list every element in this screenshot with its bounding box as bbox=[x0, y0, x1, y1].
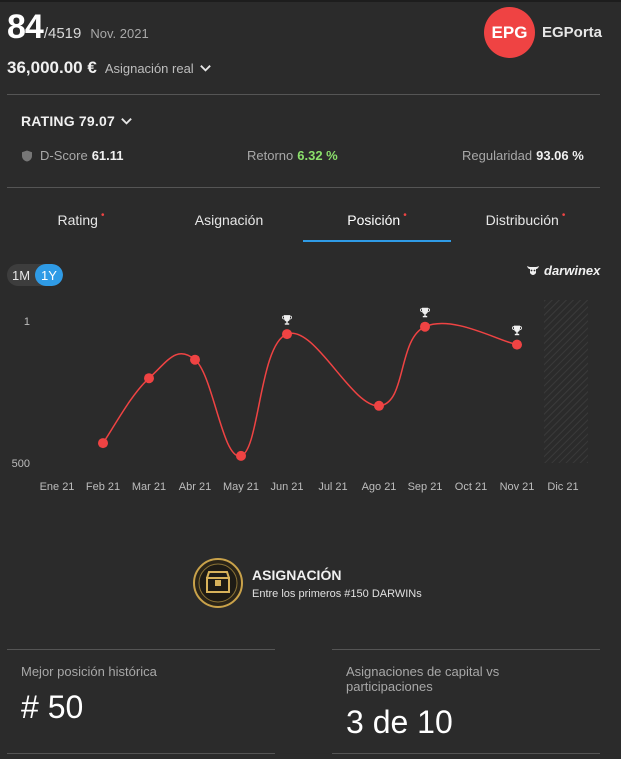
divider bbox=[332, 753, 600, 754]
achievement-title: ASIGNACIÓN bbox=[252, 566, 342, 583]
retorno-label: Retorno bbox=[247, 148, 294, 163]
data-point bbox=[98, 438, 108, 449]
y-tick-label: 1 bbox=[24, 316, 30, 328]
allocations-label: Asignaciones de capital vs participacion… bbox=[346, 664, 500, 694]
allocation-label: Asignación real bbox=[104, 60, 194, 76]
tab-asignacion[interactable]: Asignación bbox=[155, 212, 303, 242]
retorno-value: 6.32 % bbox=[297, 148, 338, 163]
period-toggle: 1M 1Y bbox=[7, 264, 63, 286]
divider bbox=[7, 94, 600, 95]
trophy-icon bbox=[419, 307, 431, 318]
retorno-metric: Retorno 6.32 % bbox=[247, 148, 338, 163]
chevron-down-icon bbox=[199, 64, 211, 72]
tab-bar: Rating • Asignación Posición • Distribució… bbox=[7, 210, 600, 244]
tab-label: Distribución bbox=[485, 212, 559, 228]
x-tick-label: Sep 21 bbox=[408, 481, 443, 493]
regularidad-label: Regularidad bbox=[462, 148, 533, 163]
bull-icon bbox=[527, 265, 539, 275]
achievement-badge: ASIGNACIÓN Entre los primeros #150 DARWI… bbox=[192, 557, 422, 609]
x-tick-label: Mar 21 bbox=[132, 481, 166, 493]
best-position-label: Mejor posición histórica bbox=[21, 664, 157, 679]
darwin-name: EGPorta bbox=[542, 24, 603, 41]
trophy-icon bbox=[281, 315, 293, 325]
top-bar bbox=[0, 0, 621, 2]
tab-rating[interactable]: Rating • bbox=[7, 210, 155, 242]
position-chart: 1 500 Ene 21 Feb 21 Mar 21 Abr 21 May 21 Jun 21… bbox=[12, 300, 588, 493]
tab-label: Rating bbox=[57, 212, 98, 228]
rank-total: /4519 bbox=[43, 25, 82, 42]
chevron-down-icon bbox=[121, 117, 132, 125]
x-tick-label: Ene 21 bbox=[40, 481, 75, 493]
tab-label: Posición bbox=[347, 212, 401, 228]
x-tick-label: Jun 21 bbox=[270, 481, 303, 493]
hatched-area bbox=[544, 300, 588, 463]
darwinex-logo: darwinex bbox=[526, 263, 600, 278]
x-tick-label: Ago 21 bbox=[362, 481, 397, 493]
rank-date: Nov. 2021 bbox=[90, 26, 149, 41]
x-tick-label: Oct 21 bbox=[455, 481, 487, 493]
rank-number: 84 bbox=[7, 8, 44, 46]
brand-text: darwinex bbox=[544, 263, 601, 278]
tab-label: Asignación bbox=[194, 212, 264, 228]
x-tick-label: Nov 21 bbox=[500, 481, 535, 493]
best-position-value: # 50 bbox=[21, 689, 84, 725]
x-tick-label: Dic 21 bbox=[547, 481, 578, 493]
tab-dot: • bbox=[100, 210, 105, 221]
data-point bbox=[374, 400, 384, 411]
best-position-card: Mejor posición histórica # 50 bbox=[21, 664, 271, 726]
darwin-avatar: EPG bbox=[484, 7, 535, 58]
trophy-icon bbox=[511, 325, 523, 336]
achievement-subtitle: Entre los primeros #150 DARWINs bbox=[252, 587, 422, 600]
treasure-chest-icon bbox=[193, 558, 243, 608]
dscore-metric: D-Score 61.11 bbox=[21, 148, 124, 163]
x-tick-label: Feb 21 bbox=[86, 481, 120, 493]
divider bbox=[7, 649, 275, 650]
data-point bbox=[236, 450, 246, 461]
tab-distribucion[interactable]: Distribución • bbox=[451, 210, 600, 242]
x-tick-label: May 21 bbox=[223, 481, 259, 493]
allocation-amount: 36,000.00 € bbox=[7, 58, 97, 77]
y-tick-label: 500 bbox=[12, 458, 30, 470]
divider bbox=[7, 753, 275, 754]
data-point bbox=[282, 329, 292, 340]
rating-title: RATING 79.07 bbox=[21, 113, 115, 129]
allocations-value: 3 de 10 bbox=[346, 704, 453, 740]
x-tick-label: Abr 21 bbox=[179, 481, 211, 493]
tab-dot: • bbox=[561, 210, 566, 221]
tab-posicion[interactable]: Posición • bbox=[303, 210, 451, 242]
x-tick-label: Jul 21 bbox=[318, 481, 347, 493]
data-point bbox=[512, 339, 522, 350]
dscore-value: 61.11 bbox=[91, 148, 124, 163]
avatar-initials: EPG bbox=[491, 22, 528, 42]
shield-icon bbox=[22, 150, 32, 161]
allocation-dropdown[interactable]: 36,000.00 € Asignación real bbox=[7, 58, 212, 78]
dscore-label: D-Score bbox=[40, 148, 88, 163]
period-1y-button[interactable]: 1Y bbox=[35, 264, 63, 286]
data-point bbox=[190, 354, 200, 365]
allocations-card: Asignaciones de capital vs participacion… bbox=[346, 664, 586, 741]
divider bbox=[7, 187, 600, 188]
regularidad-metric: Regularidad 93.06 % bbox=[462, 148, 584, 163]
rating-dropdown[interactable]: RATING 79.07 bbox=[21, 113, 133, 129]
rank-block: 84 /4519 Nov. 2021 bbox=[7, 8, 149, 47]
series-line bbox=[102, 322, 518, 457]
period-1m-button[interactable]: 1M bbox=[11, 267, 31, 283]
divider bbox=[332, 649, 600, 650]
tab-dot: • bbox=[403, 210, 407, 221]
data-point bbox=[144, 373, 154, 384]
data-point bbox=[420, 321, 430, 332]
regularidad-value: 93.06 % bbox=[536, 148, 584, 163]
